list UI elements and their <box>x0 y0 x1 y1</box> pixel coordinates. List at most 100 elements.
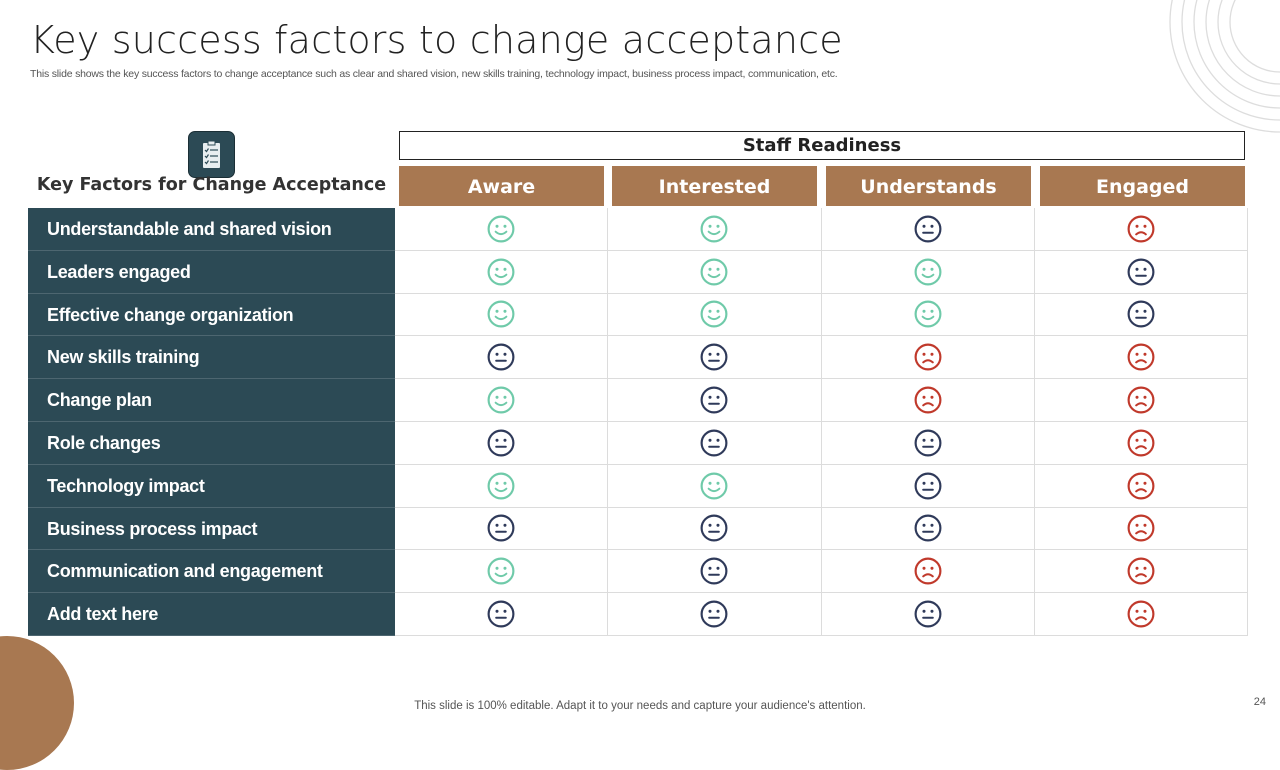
table-row <box>395 421 1248 465</box>
rating-cell <box>395 593 609 636</box>
table-row <box>395 250 1248 294</box>
neutral-face-icon <box>1127 301 1155 328</box>
happy-face-icon <box>487 472 515 500</box>
sad-face-icon <box>914 386 942 414</box>
rating-cell <box>608 464 822 508</box>
sad-face-icon <box>914 343 942 371</box>
table-row <box>395 379 1248 422</box>
page-number: 24 <box>1253 696 1266 708</box>
table-row <box>395 593 1248 636</box>
table-row <box>395 464 1248 508</box>
column-header-interested: Interested <box>612 166 817 206</box>
table-row <box>395 208 1248 251</box>
happy-face-icon <box>487 557 515 585</box>
table-row <box>395 293 1248 337</box>
factor-label: Change plan <box>28 379 395 422</box>
table-row <box>395 507 1248 551</box>
rating-cell <box>1034 550 1248 594</box>
factor-label: Understandable and shared vision <box>28 208 395 251</box>
happy-face-icon <box>914 258 942 286</box>
rating-cell <box>395 293 609 337</box>
rating-cell <box>1034 208 1248 251</box>
sad-face-icon <box>1127 472 1155 500</box>
neutral-face-icon <box>914 472 942 500</box>
rating-cell <box>821 336 1035 380</box>
happy-face-icon <box>487 215 515 243</box>
table-row <box>395 336 1248 380</box>
rating-cell <box>608 250 822 294</box>
neutral-face-icon <box>487 515 515 542</box>
page-subtitle: This slide shows the key success factors… <box>30 68 838 80</box>
sad-face-icon <box>1127 386 1155 414</box>
neutral-face-icon <box>700 343 728 371</box>
neutral-face-icon <box>1127 258 1155 286</box>
factor-label: Add text here <box>28 593 395 636</box>
rating-cell <box>821 208 1035 251</box>
readiness-grid <box>395 208 1248 636</box>
sad-face-icon <box>1127 343 1155 371</box>
rating-cell <box>608 550 822 594</box>
rating-cell <box>821 593 1035 636</box>
decorative-rings <box>1169 0 1280 133</box>
rating-cell <box>1034 507 1248 551</box>
rating-cell <box>821 550 1035 594</box>
rating-cell <box>1034 293 1248 337</box>
rating-cell <box>608 379 822 422</box>
rating-cell <box>608 293 822 337</box>
rating-cell <box>1034 593 1248 636</box>
rating-cell <box>821 464 1035 508</box>
column-header-understands: Understands <box>826 166 1031 206</box>
column-header-aware: Aware <box>399 166 604 206</box>
rating-cell <box>395 421 609 465</box>
neutral-face-icon <box>914 429 942 457</box>
factor-label: Business process impact <box>28 508 395 551</box>
neutral-face-icon <box>700 600 728 628</box>
factor-label: Role changes <box>28 422 395 465</box>
neutral-face-icon <box>700 429 728 457</box>
factor-label: Effective change organization <box>28 294 395 337</box>
sad-face-icon <box>1127 557 1155 585</box>
happy-face-icon <box>700 472 728 500</box>
rating-cell <box>608 208 822 251</box>
rating-cell <box>395 250 609 294</box>
rating-cell <box>1034 250 1248 294</box>
sad-face-icon <box>1127 515 1155 542</box>
rating-cell <box>821 507 1035 551</box>
sad-face-icon <box>1127 429 1155 457</box>
group-header: Staff Readiness <box>399 131 1245 160</box>
sad-face-icon <box>1127 215 1155 243</box>
neutral-face-icon <box>700 557 728 585</box>
happy-face-icon <box>700 258 728 286</box>
factor-list: Understandable and shared vision Leaders … <box>28 208 395 636</box>
happy-face-icon <box>914 301 942 328</box>
sad-face-icon <box>1127 600 1155 628</box>
neutral-face-icon <box>700 386 728 414</box>
neutral-face-icon <box>700 515 728 542</box>
happy-face-icon <box>487 386 515 414</box>
rating-cell <box>608 336 822 380</box>
neutral-face-icon <box>914 215 942 243</box>
happy-face-icon <box>487 301 515 328</box>
factor-label: Leaders engaged <box>28 251 395 294</box>
rating-cell <box>395 208 609 251</box>
rating-cell <box>608 507 822 551</box>
factor-label: Communication and engagement <box>28 550 395 594</box>
happy-face-icon <box>700 215 728 243</box>
neutral-face-icon <box>914 515 942 542</box>
row-header: Key Factors for Change Acceptance <box>36 175 387 195</box>
rating-cell <box>395 550 609 594</box>
rating-cell <box>821 250 1035 294</box>
neutral-face-icon <box>487 600 515 628</box>
factor-label: Technology impact <box>28 465 395 508</box>
happy-face-icon <box>487 258 515 286</box>
neutral-face-icon <box>487 429 515 457</box>
rating-cell <box>395 464 609 508</box>
rating-cell <box>608 421 822 465</box>
happy-face-icon <box>700 301 728 328</box>
rating-cell <box>821 379 1035 422</box>
rating-cell <box>821 293 1035 337</box>
rating-cell <box>395 507 609 551</box>
footer-note: This slide is 100% editable. Adapt it to… <box>414 700 866 712</box>
table-row <box>395 550 1248 594</box>
factor-label: New skills training <box>28 336 395 380</box>
